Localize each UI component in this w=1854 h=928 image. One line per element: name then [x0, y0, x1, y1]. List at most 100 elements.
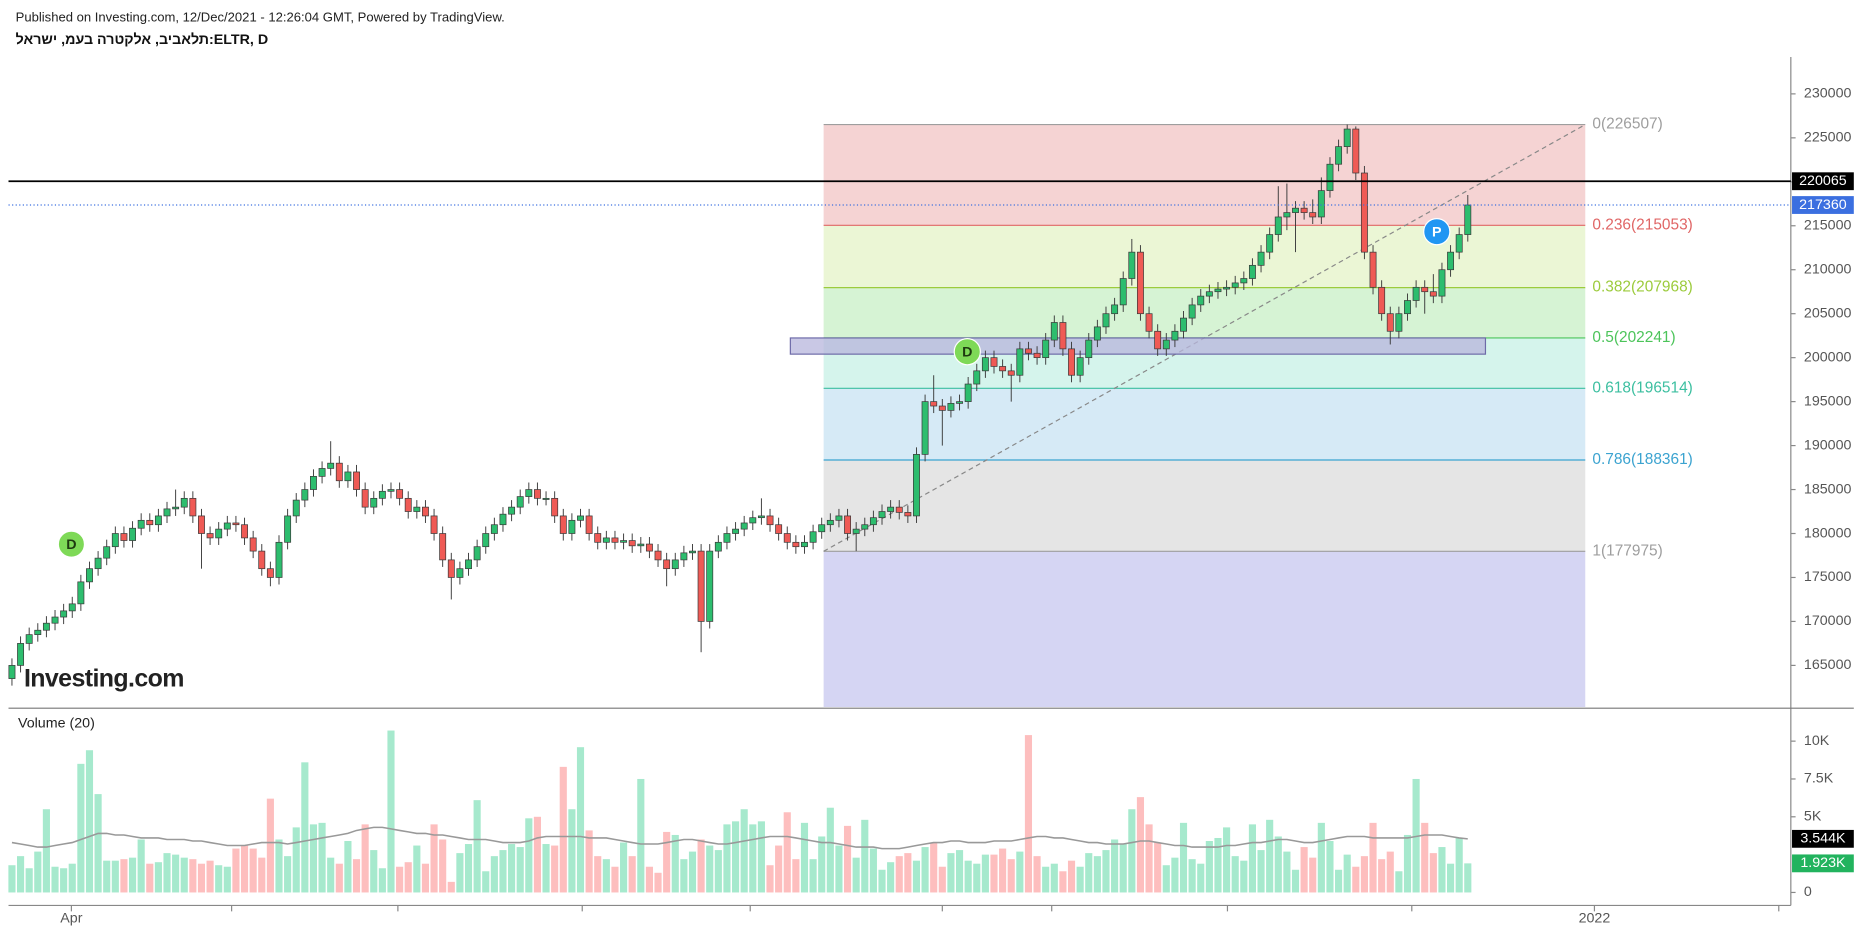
candle-body	[844, 515, 851, 534]
candle-body	[447, 559, 455, 578]
volume-bar	[697, 839, 705, 893]
candle-body	[878, 511, 886, 519]
volume-bar	[1266, 819, 1274, 893]
volume-bar	[464, 844, 473, 893]
candle-body	[1335, 146, 1343, 165]
volume-bar	[559, 766, 567, 893]
volume-bar	[292, 827, 300, 893]
volume-bar	[1343, 854, 1351, 893]
candle-body	[568, 519, 576, 534]
volume-bar	[68, 863, 76, 893]
candle-body	[852, 528, 860, 534]
volume-bar	[77, 763, 85, 893]
volume-bar	[1050, 863, 1058, 893]
candle-body	[930, 401, 938, 407]
volume-bar	[964, 860, 972, 893]
candle-body	[1386, 313, 1394, 332]
y-tick-label: 195000	[1804, 393, 1852, 409]
volume-bar	[1033, 856, 1041, 893]
y-tick-label: 205000	[1804, 305, 1852, 321]
candle-body	[1438, 269, 1446, 297]
candle-body	[103, 546, 111, 559]
volume-bar	[921, 847, 929, 893]
candle-body	[1223, 286, 1231, 290]
candle-body	[1455, 234, 1463, 253]
candle-body	[1025, 348, 1032, 354]
candle-body	[559, 515, 567, 534]
x-tick-label: 2022	[1579, 910, 1611, 926]
candle-body	[775, 524, 783, 534]
volume-bar	[396, 866, 404, 893]
candle-body	[1214, 288, 1222, 293]
volume-bar	[60, 868, 68, 893]
volume-bar	[620, 842, 628, 893]
candle-body	[1188, 304, 1196, 319]
candle-body	[1042, 339, 1050, 359]
candle-body	[1162, 339, 1170, 350]
candle-body	[241, 524, 248, 539]
candle-body	[1197, 295, 1205, 306]
volume-bar	[835, 845, 843, 893]
volume-ma-line	[11, 826, 1468, 850]
volume-bar	[421, 863, 430, 893]
candle-body	[1240, 278, 1248, 284]
candle-body	[482, 533, 490, 548]
volume-bar	[318, 822, 326, 893]
candle-body	[68, 603, 76, 612]
volume-bar	[1085, 853, 1093, 893]
candle-body	[1050, 322, 1058, 341]
volume-bar	[723, 824, 731, 893]
volume-bar	[1248, 824, 1256, 893]
candle-body	[456, 568, 464, 578]
volume-bar	[1154, 842, 1162, 893]
volume-bar	[1059, 871, 1067, 893]
volume-label-box	[1792, 854, 1854, 873]
candle-body	[1102, 313, 1110, 328]
candle-body	[120, 533, 128, 541]
candle-body	[198, 515, 205, 534]
volume-bar	[137, 839, 145, 893]
volume-bar	[413, 845, 421, 893]
volume-bar	[508, 844, 516, 893]
volume-tick-label: 0	[1804, 884, 1812, 900]
candle-body	[301, 489, 309, 501]
candle-body	[1343, 128, 1351, 147]
candle-body	[1016, 348, 1024, 376]
marker	[953, 338, 981, 366]
volume-bar	[1093, 856, 1101, 893]
candle-body	[1093, 326, 1101, 341]
candle-body	[732, 528, 740, 534]
candle-body	[1257, 251, 1265, 266]
volume-bar	[1403, 834, 1412, 893]
candle-body	[206, 533, 214, 539]
candle-body	[421, 506, 429, 517]
candle-body	[172, 506, 180, 510]
volume-bar	[258, 857, 266, 893]
volume-bar	[1102, 850, 1110, 893]
candle-body	[387, 489, 395, 492]
volume-bar	[766, 865, 774, 893]
volume-bar	[930, 842, 938, 893]
y-tick-label: 170000	[1804, 613, 1852, 629]
volume-bar	[172, 854, 180, 893]
volume-bar	[688, 851, 697, 893]
back-layer: 0(226507) 0.236(215053) 0.382(207968) 0.5(2…	[24, 116, 1693, 707]
candle-body	[1447, 251, 1455, 271]
candle-body	[964, 383, 972, 402]
y-tick-label: 215000	[1804, 218, 1852, 234]
candle-body	[473, 546, 481, 561]
candle-body	[1007, 370, 1015, 376]
marker	[57, 530, 86, 558]
volume-bar	[1171, 857, 1179, 893]
volume-bar	[482, 871, 490, 893]
volume-bar	[154, 862, 162, 893]
volume-bar	[973, 863, 981, 893]
candle-body	[611, 537, 619, 543]
volume-bar	[533, 816, 541, 893]
candle-body	[1145, 313, 1153, 332]
volume-bar	[645, 866, 653, 893]
candle-body	[628, 540, 636, 547]
candle-body	[129, 527, 136, 541]
volume-bar	[387, 730, 395, 893]
volume-bar	[404, 862, 412, 893]
